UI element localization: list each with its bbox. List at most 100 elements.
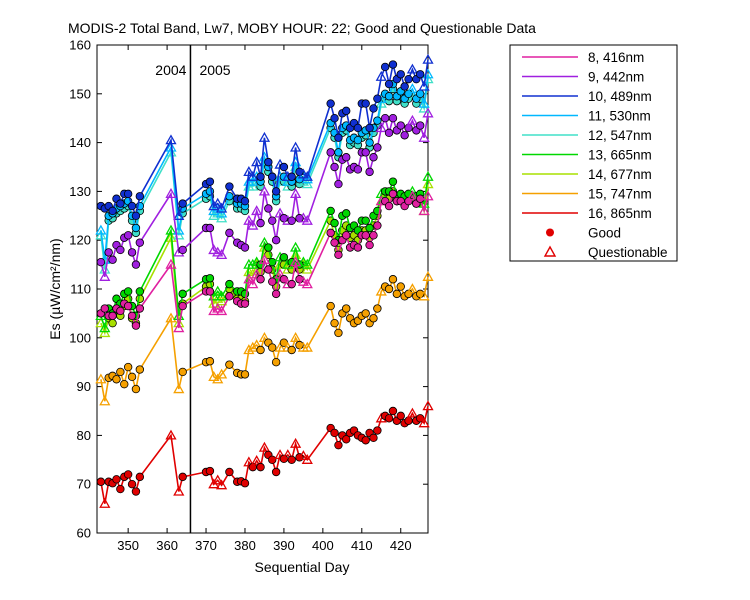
series-8-416nm [96,189,434,333]
questionable-point [165,231,177,242]
good-point [369,153,378,162]
good-point [334,250,343,260]
questionable-point [216,207,228,218]
good-point [131,211,141,220]
questionable-point [212,474,224,485]
y-axis-label: Es (µW/cm²/nm) [47,238,63,339]
good-point [361,436,370,445]
legend-good-label: Good [588,226,621,241]
questionable-point [165,312,177,323]
questionable-point [418,102,430,113]
good-point [225,279,234,289]
questionable-point [422,170,434,181]
good-point [400,131,409,140]
good-point [279,253,289,262]
questionable-point [173,322,185,333]
questionable-point [165,429,177,440]
good-point [240,299,250,308]
questionable-point [165,224,177,235]
good-point [404,74,413,84]
good-point [96,477,106,486]
questionable-point [247,278,259,289]
good-point [361,231,370,240]
axes: 350 360 370 380 390 400 410 420 60 70 80 90 100 110 12… [69,38,428,553]
good-point [205,287,215,296]
questionable-point [301,453,313,464]
legend-label: 15, 747nm [588,187,652,202]
good-point [123,189,133,199]
questionable-point [247,175,259,186]
legend-box [509,44,678,262]
questionable-point [422,400,434,411]
good-point [330,113,339,123]
questionable-point [243,344,255,355]
good-point [396,411,405,421]
legend-label: 16, 865nm [588,206,652,221]
good-point [380,62,390,72]
good-point [369,231,378,240]
good-point [268,216,277,225]
good-point [353,165,363,174]
good-point [205,466,215,476]
questionable-point [216,305,228,316]
good-point [392,289,402,299]
questionable-point [212,373,224,384]
chart-title: MODIS-2 Total Band, Lw7, MOBY HOUR: 22; … [68,20,536,36]
y-tick-label: 120 [69,233,91,248]
good-point [416,89,425,98]
good-point [365,123,374,133]
good-point [123,470,133,479]
questionable-point [274,341,286,352]
questionable-point [99,270,111,281]
x-tick-label: 370 [195,538,217,553]
good-point [268,343,277,352]
good-point [108,206,117,216]
good-point [116,484,125,494]
x-tick-label: 400 [312,538,334,553]
good-point [108,311,117,321]
questionable-point [301,214,313,225]
questionable-point [418,290,430,301]
good-point [388,189,398,199]
legend-good-marker [546,228,554,237]
good-point [342,209,351,218]
questionable-point [95,224,107,235]
good-point [279,162,289,172]
good-point [112,475,121,484]
y-tick-label: 80 [77,428,91,443]
good-point [404,416,413,425]
year-label-2005: 2005 [199,62,230,78]
questionable-point [301,278,313,289]
series-10-489nm [96,53,434,220]
questionable-point [406,63,419,74]
questionable-point [212,302,224,313]
questionable-point [289,437,302,448]
good-point [178,367,187,377]
good-point [225,228,234,238]
good-point [369,433,378,443]
good-point [373,426,382,435]
questionable-point [301,173,313,184]
questionable-point [216,202,228,213]
good-point [127,480,137,489]
good-point [396,70,405,79]
good-point [127,248,137,257]
legend-label: 12, 547nm [588,128,652,143]
questionable-point [165,141,177,152]
good-point [127,311,137,321]
questionable-point [375,122,387,133]
questionable-point [422,178,434,189]
good-point [373,94,382,103]
questionable-point [406,83,419,94]
good-point [342,106,351,116]
questionable-point [99,497,111,508]
good-point [342,435,351,444]
series-15-747nm [95,270,434,406]
good-point [225,360,234,369]
questionable-point [422,107,434,118]
good-point [326,148,335,157]
questionable-point [418,97,430,108]
good-point [131,487,141,496]
good-point [365,240,374,250]
good-point [271,187,281,196]
